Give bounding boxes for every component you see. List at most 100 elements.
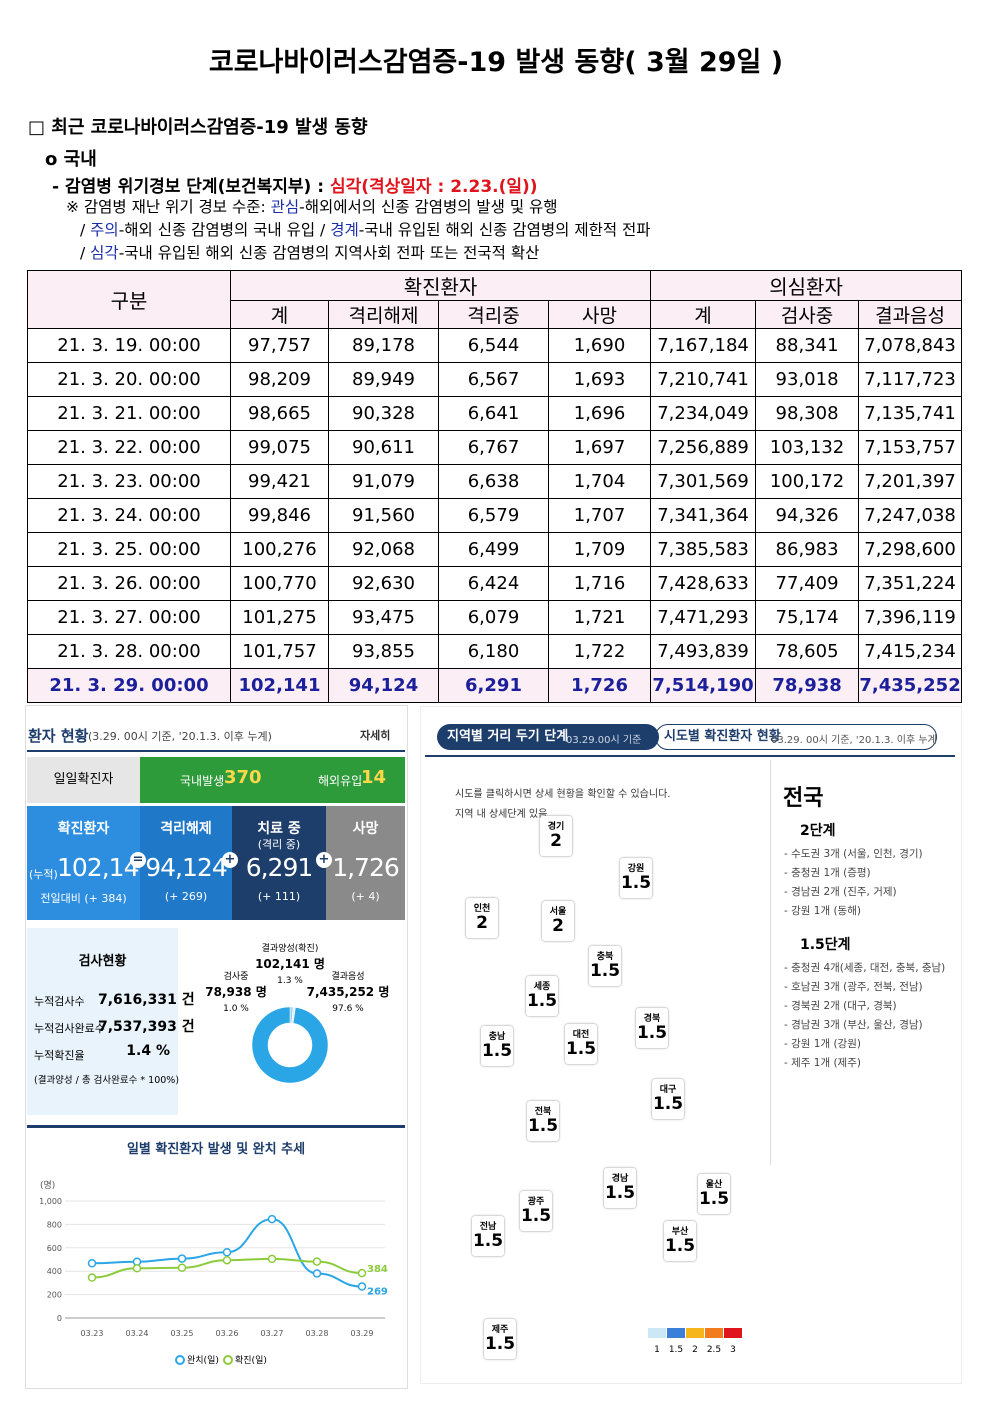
table-cell: 94,326 — [755, 498, 860, 533]
table-cell: 21. 3. 20. 00:00 — [27, 362, 231, 397]
table-cell: 89,178 — [328, 328, 439, 363]
table-cell: 21. 3. 22. 00:00 — [27, 430, 231, 465]
table-cell: 1,707 — [547, 498, 652, 533]
table-cell: 21. 3. 28. 00:00 — [27, 634, 231, 669]
table-cell: 7,135,741 — [858, 396, 963, 431]
scale-label: 1 — [654, 1345, 660, 1355]
tile-label: 격리해제 — [160, 821, 212, 837]
table-cell: 91,560 — [328, 498, 439, 533]
table-cell: 6,079 — [438, 600, 549, 635]
table-cell: 94,124 — [328, 668, 439, 703]
table-row: 21. 3. 27. 00:00 101,275 93,475 6,079 1,721 7… — [27, 600, 963, 635]
header-cell: 의심환자 — [650, 270, 963, 301]
table-cell: 7,341,364 — [650, 498, 757, 533]
tile-change: (+ 111) — [257, 890, 301, 903]
tile-value: 1,726 — [332, 853, 400, 882]
table-cell: 1,716 — [547, 566, 652, 601]
header-cell: 검사중 — [755, 300, 860, 329]
op: = — [130, 852, 146, 868]
table-cell: 102,141 — [230, 668, 329, 703]
tab-basis: 03.29. 00시 기준, '20.1.3. 이후 누계 — [771, 735, 937, 746]
tile-value: 102,141 — [57, 853, 154, 882]
region-box — [698, 1174, 730, 1214]
table-cell: 90,328 — [328, 396, 439, 431]
scale-swatch — [648, 1328, 666, 1338]
group-item: - 경북권 2개 (대구, 경북) — [784, 1000, 897, 1012]
note-text: / — [80, 221, 91, 239]
region-box — [527, 1101, 559, 1141]
region-name: 충남 — [488, 1032, 506, 1042]
table-cell: 7,078,843 — [858, 328, 963, 363]
region-level: 1.5 — [481, 1041, 513, 1061]
note-line: / 주의-해외 신종 감염병의 국내 유입 / 경계-국내 유입된 해외 신종 … — [80, 218, 651, 240]
tab-inactive: 시도별 확진환자 현황 — [655, 724, 937, 750]
region-level: 1.5 — [620, 873, 652, 893]
region-level: 1.5 — [664, 1236, 696, 1256]
table-cell: 1,721 — [547, 600, 652, 635]
scale-swatch — [667, 1328, 685, 1338]
table-cell: 21. 3. 27. 00:00 — [27, 600, 231, 635]
table-row: 21. 3. 26. 00:00 100,770 92,630 6,424 1,716 7… — [27, 566, 963, 601]
table-cell: 1,693 — [547, 362, 652, 397]
table-cell: 21. 3. 25. 00:00 — [27, 532, 231, 567]
region-level: 1.5 — [472, 1231, 504, 1251]
overseas-value: 14 — [361, 767, 387, 788]
table-cell: 21. 3. 21. 00:00 — [27, 396, 231, 431]
region-name: 광주 — [527, 1197, 545, 1207]
table-cell: 100,172 — [755, 464, 860, 499]
table-cell: 1,696 — [547, 396, 652, 431]
table-cell: 1,704 — [547, 464, 652, 499]
region-name: 대구 — [659, 1085, 677, 1095]
table-row: 21. 3. 29. 00:00 102,141 94,124 6,291 1,726 7… — [27, 668, 963, 703]
table-cell: 98,308 — [755, 396, 860, 431]
region-level: 1.5 — [565, 1039, 597, 1059]
table-cell: 90,611 — [328, 430, 439, 465]
table-cell: 6,499 — [438, 532, 549, 567]
data-table: 구분 확진환자 의심환자 계 격리해제 격리중 사망 계 검사중 결과음성 21. 3. 19. 0… — [27, 270, 963, 703]
table-cell: 7,428,633 — [650, 566, 757, 601]
test-label: 누적검사수 — [34, 995, 85, 1008]
region-name: 세종 — [533, 982, 551, 992]
test-value: 1.4 % — [126, 1043, 170, 1059]
table-cell: 101,757 — [230, 634, 329, 669]
region-level: 1.5 — [589, 961, 621, 981]
table-row: 21. 3. 21. 00:00 98,665 90,328 6,641 1,696 7,… — [27, 396, 963, 431]
table-cell: 6,544 — [438, 328, 549, 363]
scale-label: 2.5 — [706, 1345, 722, 1355]
note-keyword: 주의 — [90, 221, 119, 239]
table-cell: 88,341 — [755, 328, 860, 363]
region-level: 1.5 — [636, 1023, 668, 1043]
region-level: 2 — [550, 831, 562, 851]
table-cell: 98,665 — [230, 396, 329, 431]
note-line: ※ 감염병 재난 위기 경보 수준: 관심-해외에서의 신종 감염병의 발생 및… — [66, 195, 558, 217]
dash-more: 자세히 — [360, 729, 391, 742]
note-line: / 심각-국내 유입된 해외 신종 감염병의 지역사회 전파 또는 전국적 확산 — [80, 241, 539, 263]
tile-change: (+ 269) — [164, 890, 208, 903]
op: + — [316, 852, 332, 868]
line-title-bar — [27, 1125, 405, 1128]
header-cell: 격리중 — [438, 300, 549, 329]
table-cell: 93,018 — [755, 362, 860, 397]
region-name: 울산 — [705, 1180, 723, 1190]
header-cell: 계 — [230, 300, 329, 329]
group-item: - 호남권 3개 (광주, 전북, 전남) — [784, 981, 923, 993]
tile — [27, 806, 140, 920]
region-level: 1.5 — [604, 1183, 636, 1203]
domestic-label: 국내발생 — [180, 774, 225, 788]
note-text: -국내 유입된 해외 신종 감염병의 지역사회 전파 또는 전국적 확산 — [118, 244, 540, 262]
table-cell: 6,180 — [438, 634, 549, 669]
table-cell: 21. 3. 26. 00:00 — [27, 566, 231, 601]
region-name: 전북 — [534, 1107, 552, 1117]
table-cell: 99,075 — [230, 430, 329, 465]
region-level: 1.5 — [652, 1094, 684, 1114]
header-cell: 사망 — [547, 300, 652, 329]
table-cell: 7,234,049 — [650, 396, 757, 431]
tile-value: 94,124 — [145, 853, 227, 882]
table-cell: 1,690 — [547, 328, 652, 363]
test-label: 누적검사완료수 — [34, 1022, 105, 1035]
table-cell: 75,174 — [755, 600, 860, 635]
table-cell: 103,132 — [755, 430, 860, 465]
header-cell: 격리해제 — [328, 300, 439, 329]
summary-bg — [770, 760, 961, 1165]
tile-label: 확진환자 — [57, 821, 110, 837]
